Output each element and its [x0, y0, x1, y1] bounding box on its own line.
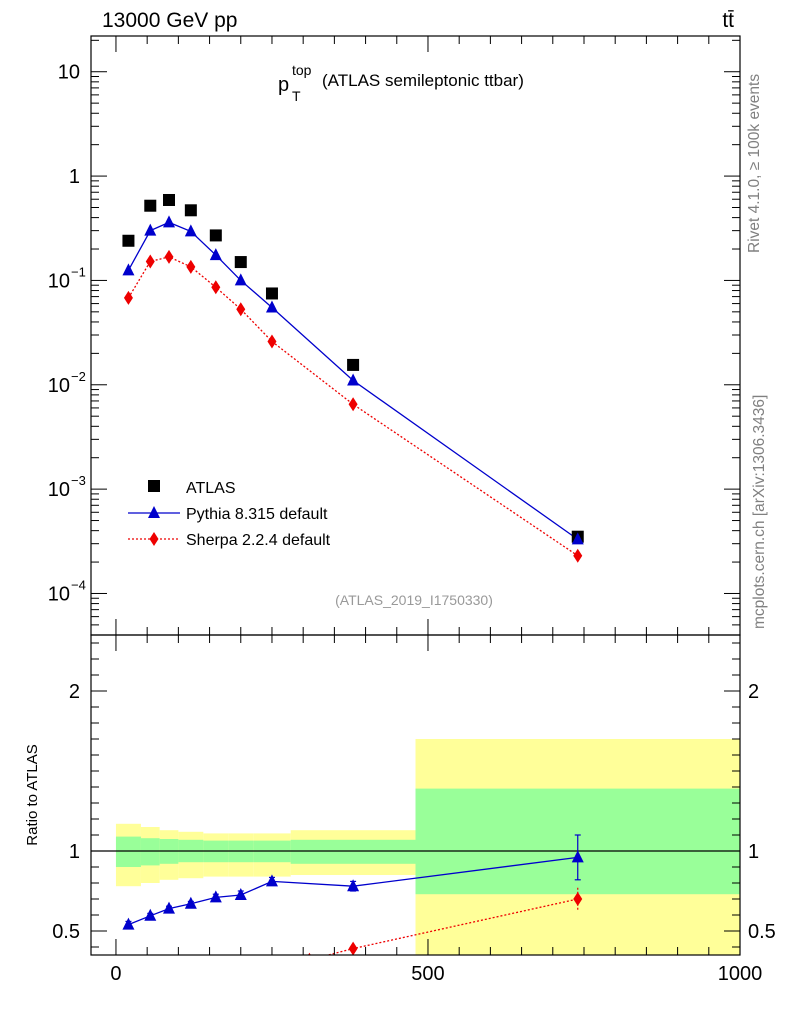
legend-label-atlas: ATLAS — [186, 480, 236, 497]
main-point-pythia-7 — [347, 373, 360, 386]
main-point-sherpa-1 — [145, 254, 155, 269]
ratio-point-pythia-4 — [209, 890, 222, 903]
ratio-point-pythia-0 — [122, 917, 135, 930]
main-point-pythia-2 — [163, 215, 176, 228]
y-tick-label-2: 10 — [48, 270, 70, 292]
ratio-y-tick-labels: 0.5 0.5 1 1 2 2 — [52, 681, 776, 943]
main-point-pythia-5 — [234, 273, 247, 286]
ratio-plot-panel: 0.5 0.5 1 1 2 2 0 500 1000 Ratio to ATLAS — [24, 634, 776, 985]
y-tick-exponent-3: −2 — [71, 369, 86, 384]
main-point-sherpa-0 — [123, 290, 133, 305]
main-point-sherpa-3 — [186, 259, 196, 274]
main-point-atlas-5 — [234, 256, 247, 269]
main-point-sherpa-4 — [211, 280, 221, 295]
x-tick-label-1: 500 — [411, 963, 444, 985]
main-point-atlas-6 — [265, 287, 278, 300]
ratio-point-sherpa-1 — [348, 941, 358, 955]
legend-label-sherpa: Sherpa 2.2.4 default — [186, 532, 331, 549]
ratio-point-pythia-5 — [234, 888, 247, 900]
y-tick-label-3: 10 — [48, 375, 70, 397]
title-main: p — [278, 74, 289, 96]
ratio-point-sherpa-2 — [573, 892, 583, 906]
main-point-atlas-1 — [144, 199, 157, 212]
ratio-point-pythia-7 — [347, 879, 360, 892]
main-point-sherpa-8 — [573, 548, 583, 563]
analysis-label: (ATLAS_2019_I1750330) — [335, 592, 493, 608]
main-point-pythia-1 — [144, 223, 157, 236]
band-inner-1 — [140, 838, 160, 866]
ratio-x-tick-labels: 0 500 1000 — [110, 963, 762, 985]
main-point-atlas-2 — [163, 193, 176, 206]
ratio-y-label-right-1: 1 — [748, 841, 759, 863]
ratio-series-layer — [122, 834, 584, 955]
y-tick-exponent-2: −1 — [71, 264, 86, 279]
ratio-frame — [90, 634, 741, 956]
rivet-label: Rivet 4.1.0, ≥ 100k events — [746, 74, 763, 253]
main-point-pythia-4 — [209, 248, 222, 261]
ratio-y-label-right-2: 2 — [748, 681, 759, 703]
mcplots-label: mcplots.cern.ch [arXiv:1306.3436] — [751, 395, 768, 629]
ratio-y-label-left-0: 0.5 — [52, 921, 80, 943]
ratio-point-pythia-3 — [184, 896, 197, 909]
main-point-sherpa-6 — [267, 334, 277, 349]
main-point-pythia-0 — [122, 263, 135, 276]
ratio-point-pythia-8 — [571, 850, 584, 863]
y-tick-label-4: 10 — [48, 479, 70, 501]
band-inner-0 — [115, 836, 141, 867]
ratio-point-pythia-6 — [265, 874, 278, 887]
main-series-layer — [122, 193, 584, 563]
header-right: tt̄ — [722, 9, 734, 32]
y-tick-exponent-5: −4 — [71, 577, 86, 592]
main-point-atlas-4 — [209, 229, 222, 242]
main-line-sherpa — [127, 256, 579, 557]
band-inner-7 — [290, 839, 416, 864]
main-point-atlas-0 — [122, 234, 135, 247]
y-tick-exponent-4: −3 — [71, 473, 86, 488]
legend-marker-sherpa — [149, 532, 159, 546]
main-point-sherpa-2 — [164, 249, 174, 264]
legend-label-pythia: Pythia 8.315 default — [186, 506, 328, 523]
main-point-sherpa-7 — [348, 397, 358, 412]
plot-title: p — [278, 74, 289, 96]
ratio-axis-ticks — [91, 635, 741, 955]
header-left: 13000 GeV pp — [102, 9, 237, 32]
legend: ATLAS Pythia 8.315 default Sherpa 2.2.4 … — [128, 480, 331, 549]
ratio-point-pythia-1 — [144, 908, 157, 921]
title-superscript: top — [292, 62, 312, 78]
main-point-atlas-7 — [347, 358, 360, 371]
legend-marker-pythia — [148, 506, 160, 518]
ratio-y-label-right-0: 0.5 — [748, 921, 776, 943]
main-point-pythia-6 — [265, 300, 278, 313]
main-point-pythia-3 — [184, 224, 197, 237]
x-tick-label-2: 1000 — [718, 963, 763, 985]
ratio-point-pythia-2 — [163, 901, 176, 914]
ratio-y-label-left-2: 2 — [69, 681, 80, 703]
main-point-atlas-3 — [184, 204, 197, 217]
ratio-y-axis-label: Ratio to ATLAS — [24, 744, 41, 845]
title-rest: (ATLAS semileptonic ttbar) — [322, 71, 524, 90]
y-tick-label-1: 1 — [69, 166, 80, 188]
main-axis-ticks — [91, 36, 741, 635]
y-tick-label-5: 10 — [48, 583, 70, 605]
x-tick-label-0: 0 — [110, 963, 121, 985]
main-point-sherpa-5 — [236, 302, 246, 317]
ratio-y-label-left-1: 1 — [69, 841, 80, 863]
y-tick-label-0: 10 — [58, 62, 80, 84]
title-subscript: T — [292, 88, 301, 104]
legend-marker-atlas — [148, 480, 160, 492]
main-point-pythia-8 — [571, 532, 584, 545]
